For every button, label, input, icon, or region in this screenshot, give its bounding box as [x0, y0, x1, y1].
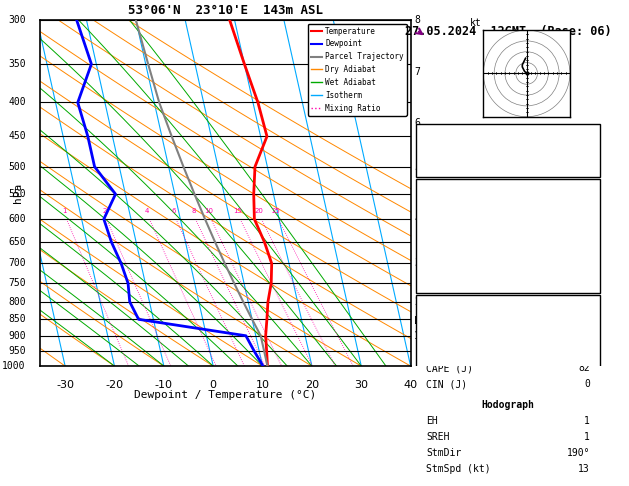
Text: CIN (J): CIN (J) [426, 380, 467, 389]
FancyBboxPatch shape [416, 179, 600, 294]
Text: Dewp (°C): Dewp (°C) [426, 216, 479, 226]
Text: 2: 2 [415, 297, 420, 307]
Text: θₜ (K): θₜ (K) [426, 331, 462, 342]
Text: 27.05.2024  12GMT  (Base: 06): 27.05.2024 12GMT (Base: 06) [405, 25, 611, 38]
Text: 550: 550 [8, 189, 26, 199]
Text: 6: 6 [172, 208, 176, 214]
Text: Pressure (mb): Pressure (mb) [426, 316, 503, 326]
Text: 20: 20 [255, 208, 264, 214]
Text: Surface: Surface [487, 184, 529, 194]
Text: hPa: hPa [13, 183, 23, 203]
Text: 10.1: 10.1 [567, 216, 590, 226]
Text: 3: 3 [415, 259, 420, 268]
Text: 1: 1 [584, 347, 590, 358]
Text: 0: 0 [584, 279, 590, 289]
Text: SREH: SREH [426, 432, 450, 442]
Text: 40: 40 [404, 380, 418, 390]
Text: 21.3: 21.3 [567, 200, 590, 209]
Text: Temp (°C): Temp (°C) [426, 200, 479, 209]
Text: CAPE (J): CAPE (J) [426, 263, 473, 274]
Text: 2: 2 [103, 208, 107, 214]
Text: 850: 850 [8, 314, 26, 324]
Text: Mixing Ratio (g/kg): Mixing Ratio (g/kg) [443, 145, 452, 241]
Text: 10: 10 [204, 208, 213, 214]
Text: 500: 500 [8, 162, 26, 172]
Text: 20: 20 [305, 380, 319, 390]
Text: 15: 15 [233, 208, 242, 214]
Text: 8: 8 [415, 15, 420, 25]
Text: 8: 8 [191, 208, 196, 214]
FancyBboxPatch shape [416, 123, 600, 177]
Text: Dewpoint / Temperature (°C): Dewpoint / Temperature (°C) [135, 390, 316, 400]
Text: K: K [426, 129, 432, 139]
Text: 46: 46 [578, 146, 590, 156]
Text: © weatheronline.co.uk: © weatheronline.co.uk [452, 354, 565, 363]
Text: 0: 0 [584, 380, 590, 389]
Text: Hodograph: Hodograph [482, 400, 535, 410]
Text: 750: 750 [8, 278, 26, 288]
Text: 4: 4 [145, 208, 150, 214]
FancyBboxPatch shape [416, 295, 600, 394]
Text: StmSpd (kt): StmSpd (kt) [426, 464, 491, 473]
Text: 4: 4 [415, 214, 420, 224]
Text: LCL: LCL [415, 316, 432, 326]
Text: EH: EH [426, 416, 438, 426]
Text: 13: 13 [578, 464, 590, 473]
Text: 0: 0 [209, 380, 217, 390]
Text: 190°: 190° [567, 448, 590, 458]
Text: 30: 30 [354, 380, 368, 390]
Text: 1: 1 [62, 208, 67, 214]
Text: 1: 1 [584, 247, 590, 258]
Text: 300: 300 [8, 15, 26, 25]
Text: CAPE (J): CAPE (J) [426, 364, 473, 373]
Text: 950: 950 [8, 347, 26, 356]
Title: 53°06'N  23°10'E  143m ASL: 53°06'N 23°10'E 143m ASL [128, 4, 323, 17]
Text: Lifted Index: Lifted Index [426, 247, 497, 258]
FancyBboxPatch shape [416, 395, 600, 478]
Text: 2: 2 [584, 129, 590, 139]
Text: 1: 1 [584, 416, 590, 426]
Text: 6: 6 [415, 118, 420, 128]
Text: Totals Totals: Totals Totals [426, 146, 503, 156]
Text: 316: 316 [572, 231, 590, 242]
Text: StmDir: StmDir [426, 448, 462, 458]
Text: 800: 800 [8, 297, 26, 307]
Text: 350: 350 [8, 59, 26, 69]
Text: -30: -30 [56, 380, 74, 390]
Text: Lifted Index: Lifted Index [426, 347, 497, 358]
Text: 700: 700 [8, 259, 26, 268]
Text: -20: -20 [106, 380, 123, 390]
Text: θₜ(K): θₜ(K) [426, 231, 455, 242]
Text: 7: 7 [415, 67, 420, 77]
Text: 1000: 1000 [2, 361, 26, 371]
Text: 10: 10 [255, 380, 270, 390]
Text: 82: 82 [578, 263, 590, 274]
Text: Most Unstable: Most Unstable [470, 300, 547, 310]
Text: 82: 82 [578, 364, 590, 373]
Text: PW (cm): PW (cm) [426, 163, 467, 173]
Text: 5: 5 [415, 162, 420, 172]
Text: 25: 25 [272, 208, 281, 214]
Text: 1007: 1007 [567, 316, 590, 326]
Text: 316: 316 [572, 331, 590, 342]
Text: km
ASL: km ASL [420, 182, 438, 204]
Text: 450: 450 [8, 131, 26, 141]
Legend: Temperature, Dewpoint, Parcel Trajectory, Dry Adiabat, Wet Adiabat, Isotherm, Mi: Temperature, Dewpoint, Parcel Trajectory… [308, 23, 407, 116]
Text: 900: 900 [8, 331, 26, 341]
Text: -10: -10 [155, 380, 173, 390]
Text: 600: 600 [8, 214, 26, 224]
Text: 400: 400 [8, 98, 26, 107]
Text: 1: 1 [584, 432, 590, 442]
Text: 1: 1 [415, 331, 420, 341]
Text: 650: 650 [8, 237, 26, 247]
Text: CIN (J): CIN (J) [426, 279, 467, 289]
Text: 1.38: 1.38 [567, 163, 590, 173]
